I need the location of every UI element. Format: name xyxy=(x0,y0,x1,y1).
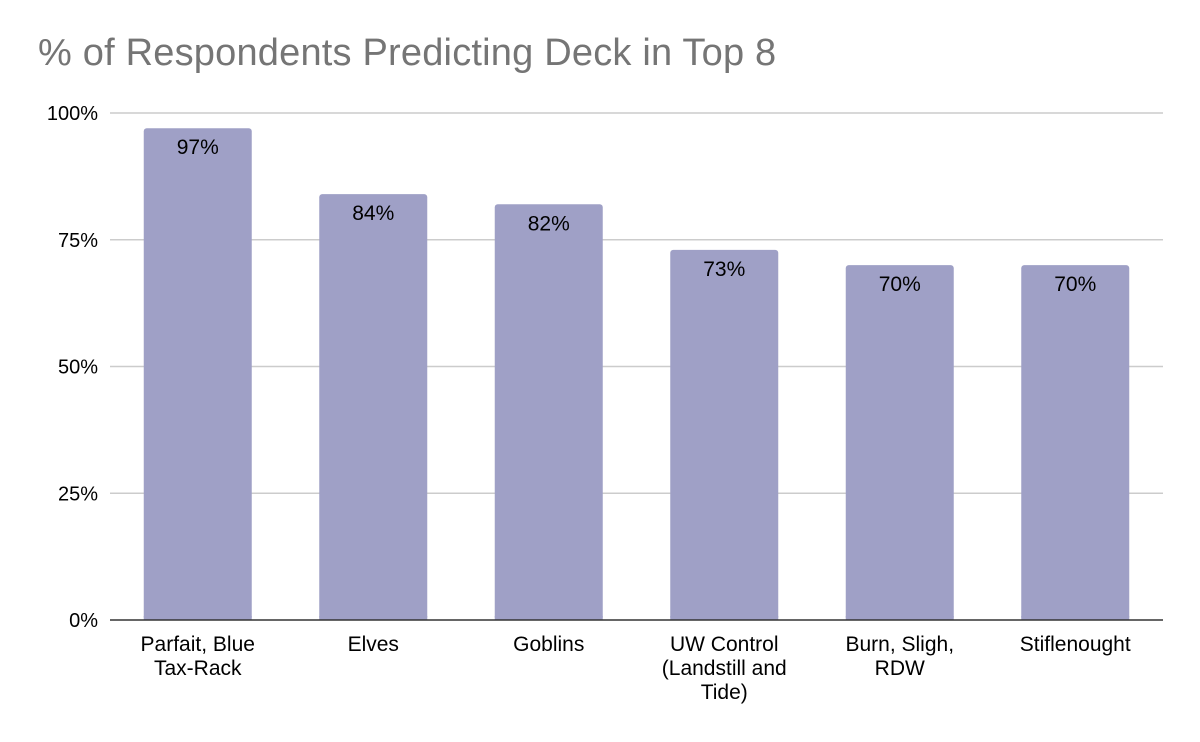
x-category-label-line: Tax-Rack xyxy=(154,657,242,680)
x-category-label: Parfait, Blue Tax-Rack xyxy=(141,633,255,680)
y-tick-label: 75% xyxy=(58,230,98,252)
bar xyxy=(494,204,603,620)
bar xyxy=(1021,265,1130,620)
bar-base xyxy=(143,616,252,620)
x-category-label: Elves xyxy=(348,633,399,656)
bar-base xyxy=(845,616,954,620)
x-category-label: Burn, Sligh, RDW xyxy=(845,633,954,680)
bar-value-label: 70% xyxy=(1054,273,1096,296)
y-tick-label: 50% xyxy=(58,357,98,379)
bar-value-label: 97% xyxy=(177,136,219,159)
bar-value-label: 70% xyxy=(879,273,921,296)
y-tick-label: 100% xyxy=(47,103,98,125)
x-category-label-line: Burn, Sligh, xyxy=(845,633,954,656)
bars: 97% 84% 82% 73% 70% 70% xyxy=(143,128,1130,620)
x-category-label-line: Stiflenought xyxy=(1020,633,1131,656)
x-category-label-line: Parfait, Blue xyxy=(141,633,255,656)
bar xyxy=(143,128,252,620)
bar xyxy=(319,194,428,620)
bar-base xyxy=(319,616,428,620)
bar xyxy=(845,265,954,620)
bar-value-label: 82% xyxy=(528,212,570,235)
x-category-label-line: Goblins xyxy=(513,633,584,656)
x-category-label-line: Elves xyxy=(348,633,399,656)
gridlines xyxy=(110,112,1163,494)
y-tick-label: 25% xyxy=(58,483,98,505)
x-category-label: UW Control (Landstill and Tide) xyxy=(662,633,787,704)
x-category-label: Stiflenought xyxy=(1020,633,1131,656)
chart-title: % of Respondents Predicting Deck in Top … xyxy=(38,32,777,74)
x-category-label-line: (Landstill and xyxy=(662,657,787,680)
bar-value-label: 84% xyxy=(352,202,394,225)
bar-base xyxy=(1021,616,1130,620)
bar-value-label: 73% xyxy=(703,258,745,281)
x-category-label-line: Tide) xyxy=(701,681,748,704)
x-category-label-line: RDW xyxy=(875,657,925,680)
bar xyxy=(670,249,779,620)
x-axis-categories: Parfait, Blue Tax-Rack Elves Goblins UW Cont… xyxy=(141,633,1131,704)
x-category-label-line: UW Control xyxy=(670,633,779,656)
x-category-label: Goblins xyxy=(513,633,584,656)
bar-base xyxy=(494,616,603,620)
y-tick-label: 0% xyxy=(69,610,98,632)
bar-base xyxy=(670,616,779,620)
y-axis-ticks: 0% 25% 50% 75% 100% xyxy=(47,103,98,632)
